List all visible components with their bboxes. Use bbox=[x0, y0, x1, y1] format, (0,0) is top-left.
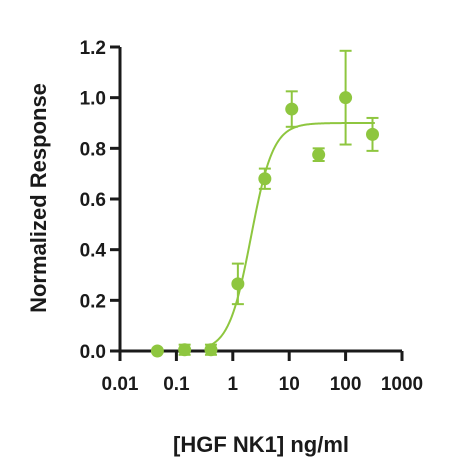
data-point bbox=[312, 147, 326, 162]
y-tick-label: 1.0 bbox=[80, 89, 106, 110]
data-point-marker bbox=[231, 277, 245, 291]
fit-curve bbox=[209, 122, 375, 347]
data-point-marker bbox=[339, 91, 353, 105]
x-tick-label: 1 bbox=[228, 374, 239, 395]
y-axis-title: Normalized Response bbox=[26, 83, 51, 313]
data-point bbox=[204, 343, 218, 357]
data-point-marker bbox=[312, 148, 326, 162]
data-point bbox=[366, 116, 380, 152]
x-tick-label: 10 bbox=[279, 374, 300, 395]
y-tick-label: 0.4 bbox=[80, 241, 107, 262]
x-tick-label: 0.1 bbox=[163, 374, 190, 395]
data-point-marker bbox=[285, 102, 299, 116]
data-point bbox=[150, 344, 164, 358]
axes bbox=[118, 47, 402, 353]
data-point-marker bbox=[204, 343, 218, 357]
data-point-marker bbox=[258, 172, 272, 186]
data-points bbox=[150, 49, 380, 358]
x-tick-label: 0.01 bbox=[102, 374, 139, 395]
data-point bbox=[258, 167, 272, 190]
y-tick-label: 0.2 bbox=[80, 291, 106, 312]
y-tick-label: 0.6 bbox=[80, 190, 106, 211]
y-tick-label: 0.8 bbox=[80, 139, 106, 160]
data-point bbox=[231, 262, 245, 306]
y-tick-label: 0.0 bbox=[80, 342, 106, 363]
data-point bbox=[339, 49, 353, 146]
x-tick-label: 100 bbox=[330, 374, 362, 395]
data-point-marker bbox=[178, 343, 192, 357]
data-point bbox=[178, 343, 192, 357]
data-point bbox=[285, 90, 299, 128]
data-point-marker bbox=[366, 127, 380, 141]
ticks: 0.0 0.2 0.4 0.6 0.8 1.0 1.2 0.01 0.1 1 10 100 1000 bbox=[80, 38, 424, 395]
y-tick-label: 1.2 bbox=[80, 38, 106, 59]
x-axis-title: [HGF NK1] ng/ml bbox=[173, 432, 349, 457]
data-point-marker bbox=[150, 344, 164, 358]
x-tick-label: 1000 bbox=[381, 374, 423, 395]
